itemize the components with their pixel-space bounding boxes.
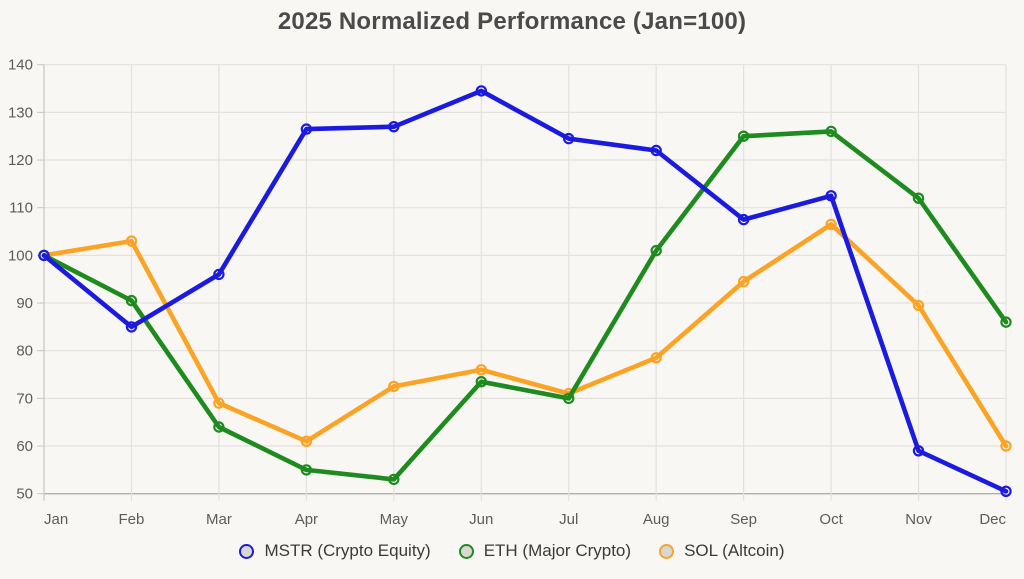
y-axis-label: 60 <box>16 438 33 455</box>
data-point-eth <box>125 294 138 307</box>
data-point-sol <box>650 352 662 364</box>
y-axis-label: 100 <box>8 247 33 264</box>
x-axis-label: Jun <box>469 511 493 528</box>
series-line-mstr <box>41 88 1009 494</box>
series-line-sol <box>41 222 1009 449</box>
data-point-mstr <box>650 144 662 157</box>
data-point-eth <box>737 130 750 142</box>
x-axis-label: Apr <box>295 511 318 528</box>
y-axis-label: 70 <box>16 390 33 407</box>
x-axis-label: Jan <box>44 511 68 528</box>
x-axis-label: Nov <box>905 511 932 528</box>
data-point-mstr <box>300 123 313 135</box>
x-axis-label: Mar <box>206 511 232 528</box>
data-point-eth <box>563 392 575 405</box>
data-point-eth <box>1000 316 1012 328</box>
data-point-sol <box>388 380 400 393</box>
data-point-eth <box>912 192 925 204</box>
data-point-mstr <box>1000 485 1012 497</box>
legend-swatch-eth-icon <box>458 543 474 559</box>
data-point-eth <box>475 376 487 388</box>
data-point-sol <box>213 397 225 409</box>
data-point-mstr <box>388 120 400 133</box>
y-axis-label: 140 <box>8 57 33 74</box>
legend-label-sol: SOL (Altcoin) <box>684 541 785 560</box>
data-point-sol <box>125 235 138 247</box>
data-point-sol <box>912 299 925 312</box>
data-point-mstr <box>125 321 138 333</box>
data-point-mstr <box>825 190 837 202</box>
y-axis-label: 90 <box>16 295 33 312</box>
data-point-sol <box>825 218 837 231</box>
x-axis-label: May <box>380 511 409 528</box>
data-point-eth <box>388 473 400 486</box>
legend-item-sol[interactable]: SOL (Altcoin) <box>659 541 785 561</box>
data-point-eth <box>825 125 837 138</box>
data-point-sol <box>1000 440 1012 452</box>
y-axis-label: 130 <box>8 104 33 121</box>
chart-legend: MSTR (Crypto Equity) ETH (Major Crypto) SO… <box>0 541 1024 561</box>
chart-title: 2025 Normalized Performance (Jan=100) <box>277 8 747 35</box>
y-axis-label: 50 <box>16 486 33 503</box>
legend-item-eth[interactable]: ETH (Major Crypto) <box>458 541 632 561</box>
data-point-mstr <box>213 268 225 281</box>
x-axis-label: Aug <box>643 511 670 528</box>
legend-item-mstr[interactable]: MSTR (Crypto Equity) <box>239 541 431 561</box>
data-point-eth <box>213 421 225 433</box>
data-point-sol <box>737 275 750 288</box>
data-point-mstr <box>563 132 575 145</box>
x-axis-label: Oct <box>819 511 843 528</box>
data-point-mstr <box>912 445 925 457</box>
data-point-mstr <box>38 249 50 262</box>
data-point-mstr <box>475 85 487 97</box>
data-point-eth <box>300 464 313 476</box>
x-axis-label: Feb <box>119 511 145 528</box>
y-axis-label: 80 <box>16 343 33 360</box>
legend-swatch-mstr-icon <box>239 543 255 559</box>
data-point-sol <box>300 435 313 447</box>
data-point-eth <box>650 244 662 257</box>
legend-label-mstr: MSTR (Crypto Equity) <box>264 541 431 560</box>
x-axis-label: Jul <box>559 511 578 528</box>
series-line-eth <box>41 129 1009 482</box>
data-point-mstr <box>737 213 750 226</box>
x-axis-label: Sep <box>730 511 757 528</box>
y-axis-label: 120 <box>8 152 33 169</box>
legend-label-eth: ETH (Major Crypto) <box>483 541 632 560</box>
x-axis-label: Dec <box>979 511 1006 528</box>
legend-swatch-sol-icon <box>659 543 675 559</box>
data-point-sol <box>475 364 487 376</box>
y-axis-label: 110 <box>9 200 33 217</box>
